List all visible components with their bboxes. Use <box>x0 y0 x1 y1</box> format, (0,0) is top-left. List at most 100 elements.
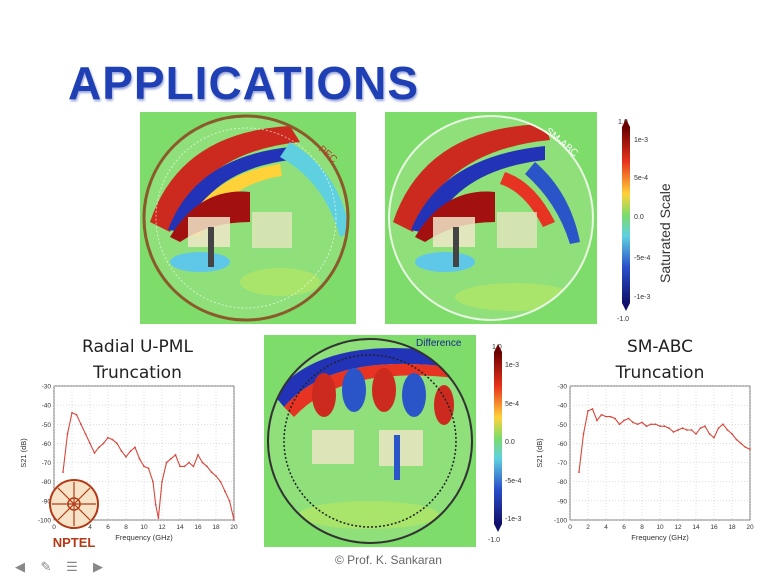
chart2-ytick-0: -30 <box>558 384 568 391</box>
right-caption-line2: Truncation <box>615 363 705 383</box>
chart1-point-28 <box>183 465 186 468</box>
chart2-point-2 <box>587 409 589 412</box>
chart2-point-16 <box>650 423 652 426</box>
chart2-point-28 <box>704 425 706 428</box>
chart1-series-line <box>62 412 235 521</box>
chart2-xtick-1: 2 <box>586 524 590 531</box>
chart2-xtick-4: 8 <box>640 524 644 531</box>
chart1-point-4 <box>80 423 82 426</box>
chart1-point-8 <box>98 446 100 449</box>
colorbar-top-tick-4: -5e-4 <box>634 255 650 262</box>
left-caption-line2: Truncation <box>93 363 182 383</box>
chart1-point-1 <box>66 432 69 435</box>
colorbar-mid-tick-3: 0.0 <box>505 439 515 446</box>
right-caption-line1: SM-ABC <box>626 337 694 357</box>
chart1-point-17 <box>138 457 141 460</box>
right-caption: SM-ABC Truncation <box>580 334 740 386</box>
chart1-point-11 <box>111 438 114 441</box>
chart2-point-3 <box>591 408 594 410</box>
chart2-ylabel: S21 (dB) <box>535 438 544 468</box>
chart2-xtick-5: 10 <box>656 524 664 531</box>
difference-label: Difference <box>416 338 462 349</box>
chart2-xtick-3: 6 <box>622 524 626 531</box>
colorbar-top-min: -1.0 <box>617 316 629 323</box>
chart2-point-37 <box>744 446 747 449</box>
chart2-point-24 <box>686 429 688 431</box>
chart2-xtick-7: 14 <box>692 524 700 531</box>
chart1-point-19 <box>147 467 150 470</box>
colorbar-top-max: 1.0 <box>618 119 628 126</box>
chart2-point-11 <box>627 417 630 420</box>
chart2-ytick-7: -100 <box>554 518 567 525</box>
chart1-ytick-2: -50 <box>42 422 52 429</box>
chart1-point-6 <box>89 442 91 445</box>
pen-icon[interactable]: ✎ <box>40 559 52 574</box>
saturated-scale-colorbar: 1.0 -1.0 1e-3 5e-4 0.0 -5e-4 -1e-3 Satur… <box>617 119 673 323</box>
chart1-point-12 <box>116 442 118 445</box>
chart2-point-20 <box>668 427 670 430</box>
slide-title: APPLICATIONS <box>68 57 420 109</box>
chart2-point-19 <box>663 425 666 428</box>
colorbar-top-tick-1: 1e-3 <box>634 137 648 144</box>
chart1-point-20 <box>152 480 154 483</box>
chart2-ytick-3: -60 <box>558 441 568 448</box>
chart1-xtick-3: 6 <box>106 524 110 531</box>
chart1-ytick-1: -40 <box>42 403 52 410</box>
colorbar-top-tick-2: 5e-4 <box>634 175 648 182</box>
chart2-point-29 <box>708 432 711 435</box>
menu-icon[interactable]: ☰ <box>66 559 78 574</box>
chart2-ytick-4: -70 <box>558 460 568 467</box>
chart2-point-15 <box>645 425 648 428</box>
arrow-left-icon[interactable]: ◀ <box>15 559 25 574</box>
nptel-logo-text: NPTEL <box>52 535 96 550</box>
chart1-xlabel: Frequency (GHz) <box>115 533 173 542</box>
slide-navigation: ◀ ✎ ☰ ▶ <box>10 560 108 574</box>
chart2-point-6 <box>605 415 607 418</box>
chart1-point-33 <box>206 465 208 468</box>
chart2-point-31 <box>717 427 720 430</box>
chart2-xtick-2: 4 <box>604 524 608 531</box>
left-caption-line1: Radial U-PML <box>82 337 193 357</box>
slide-credit: © Prof. K. Sankaran <box>335 553 442 567</box>
chart1-point-31 <box>197 454 199 456</box>
chart1-point-10 <box>107 436 109 439</box>
chart1-point-7 <box>93 452 96 454</box>
chart1-point-21 <box>154 503 157 506</box>
chart1-point-32 <box>201 461 204 464</box>
chart2-point-23 <box>681 427 684 430</box>
left-caption: Radial U-PML Truncation <box>50 334 225 386</box>
chart1-xtick-10: 20 <box>230 524 238 531</box>
colorbar-mid-min: -1.0 <box>488 537 500 544</box>
chart2-point-17 <box>654 423 657 426</box>
chart1-xtick-6: 12 <box>158 524 166 531</box>
chart2-ytick-6: -90 <box>558 498 568 505</box>
chart1-xtick-2: 4 <box>88 524 92 531</box>
chart1-point-9 <box>102 442 105 445</box>
colorbar-top-tick-3: 0.0 <box>634 214 644 221</box>
chart1-ylabel: S21 (dB) <box>19 438 28 468</box>
chart1-point-5 <box>84 432 87 435</box>
arrow-right-icon[interactable]: ▶ <box>93 559 103 574</box>
chart2-ytick-2: -50 <box>558 422 568 429</box>
chart1-point-35 <box>215 475 217 477</box>
colorbar-title: Saturated Scale <box>657 183 673 283</box>
chart1-point-27 <box>179 465 181 468</box>
chart1-point-25 <box>170 457 172 460</box>
chart1-point-15 <box>129 450 132 452</box>
difference-colorbar: 1.0 -1.0 1e-3 5e-4 0.0 -5e-4 -1e-3 <box>488 344 521 544</box>
chart2-point-25 <box>690 429 693 431</box>
chart2-point-12 <box>632 421 634 424</box>
difference-simulation-panel: Difference <box>264 335 476 547</box>
chart1-point-38 <box>228 499 231 502</box>
chart1-point-2 <box>71 411 73 414</box>
chart1-ytick-5: -80 <box>42 479 52 486</box>
chart2-point-35 <box>735 438 738 441</box>
colorbar-mid-tick-1: 1e-3 <box>505 362 519 369</box>
chart2-point-27 <box>699 427 702 430</box>
chart2-point-1 <box>582 432 585 435</box>
chart2-point-18 <box>659 425 661 428</box>
chart1-xtick-4: 8 <box>124 524 128 531</box>
chart1-ytick-3: -60 <box>42 441 52 448</box>
chart2-point-33 <box>726 429 729 431</box>
